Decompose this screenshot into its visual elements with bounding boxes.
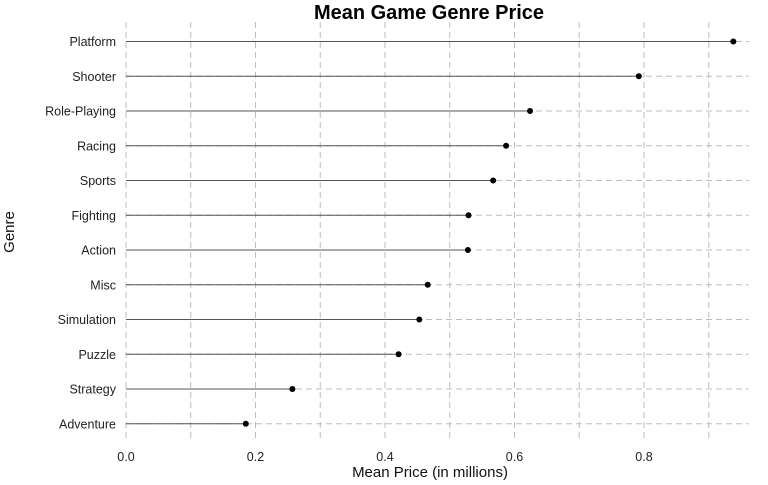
lollipop-dot: [635, 73, 642, 80]
x-tick-label: 0.2: [247, 450, 264, 464]
y-tick-label: Simulation: [58, 313, 116, 327]
chart-title: Mean Game Genre Price: [314, 2, 544, 24]
horizontal-grid: [126, 41, 749, 425]
x-tick-label: 0.6: [506, 450, 523, 464]
y-tick-labels: Platform Shooter Role-Playing Racing Sports F…: [45, 35, 117, 431]
y-tick-label: Racing: [77, 139, 116, 153]
vertical-grid: [125, 22, 710, 442]
x-axis-title: Mean Price (in millions): [352, 464, 508, 480]
lollipop-stems: [126, 41, 734, 425]
lollipop-dot: [464, 247, 471, 253]
lollipop-dot: [289, 386, 296, 392]
y-tick-label: Misc: [90, 278, 116, 292]
lollipop-dot: [395, 351, 402, 358]
lollipop-dot: [503, 142, 510, 149]
y-tick-label: Strategy: [69, 383, 116, 397]
y-tick-label: Action: [81, 244, 116, 258]
y-tick-label: Puzzle: [78, 348, 116, 362]
y-tick-label: Shooter: [72, 70, 116, 84]
lollipop-dot: [490, 177, 497, 184]
lollipop-dot: [424, 281, 431, 288]
lollipop-dot: [416, 316, 423, 323]
x-tick-label: 0.0: [117, 450, 134, 464]
x-tick-label: 0.4: [376, 450, 393, 464]
y-tick-label: Fighting: [72, 209, 117, 223]
x-tick-label: 0.8: [635, 450, 652, 464]
y-tick-label: Adventure: [59, 417, 116, 431]
lollipop-dot: [730, 38, 737, 45]
y-tick-label: Platform: [69, 35, 116, 49]
y-axis-title: Genre: [1, 211, 18, 253]
x-tick-labels: 0.0 0.2 0.4 0.6 0.8: [117, 450, 652, 464]
lollipop-dot: [465, 212, 472, 219]
y-tick-label: Role-Playing: [45, 105, 116, 119]
y-tick-label: Sports: [80, 174, 116, 188]
lollipop-dot: [527, 108, 534, 114]
lollipop-dot: [242, 420, 249, 427]
lollipop-dots: [242, 38, 737, 427]
